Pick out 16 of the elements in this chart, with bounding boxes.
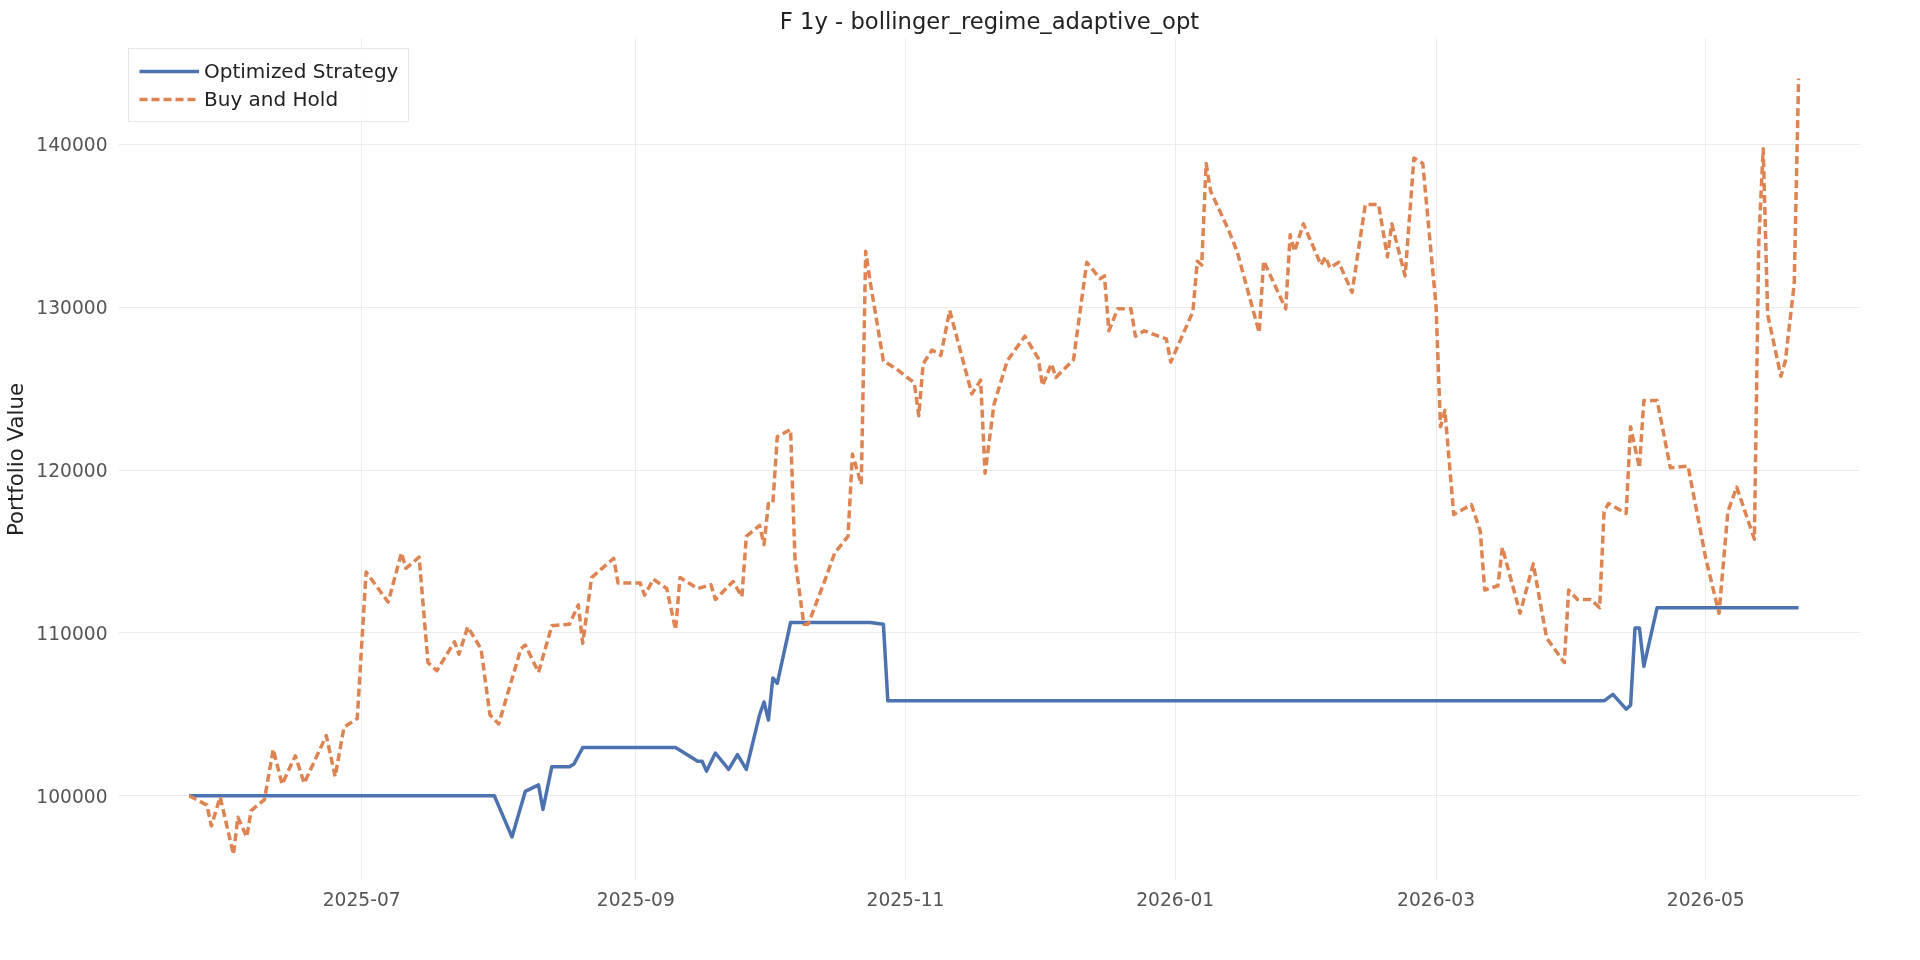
y-tick-label: 130000 (36, 297, 108, 319)
x-tick-label: 2026-01 (1136, 888, 1215, 910)
x-tick-label: 2025-11 (866, 888, 945, 910)
y-tick-label: 140000 (36, 134, 108, 156)
legend-label: Buy and Hold (204, 87, 339, 111)
x-tick-label: 2026-05 (1666, 888, 1745, 910)
legend-label: Optimized Strategy (204, 59, 399, 83)
x-tick-label: 2025-09 (596, 888, 675, 910)
line-series (187, 605, 1801, 839)
chart-title: F 1y - bollinger_regime_adaptive_opt (779, 7, 1200, 34)
y-axis-title: Portfolio Value (3, 382, 29, 537)
x-tick-label: 2025-07 (322, 888, 401, 910)
y-tick-label: 100000 (36, 785, 108, 807)
x-tick-label: 2026-03 (1397, 888, 1476, 910)
y-tick-label: 120000 (36, 460, 108, 482)
y-tick-label: 110000 (36, 622, 108, 644)
